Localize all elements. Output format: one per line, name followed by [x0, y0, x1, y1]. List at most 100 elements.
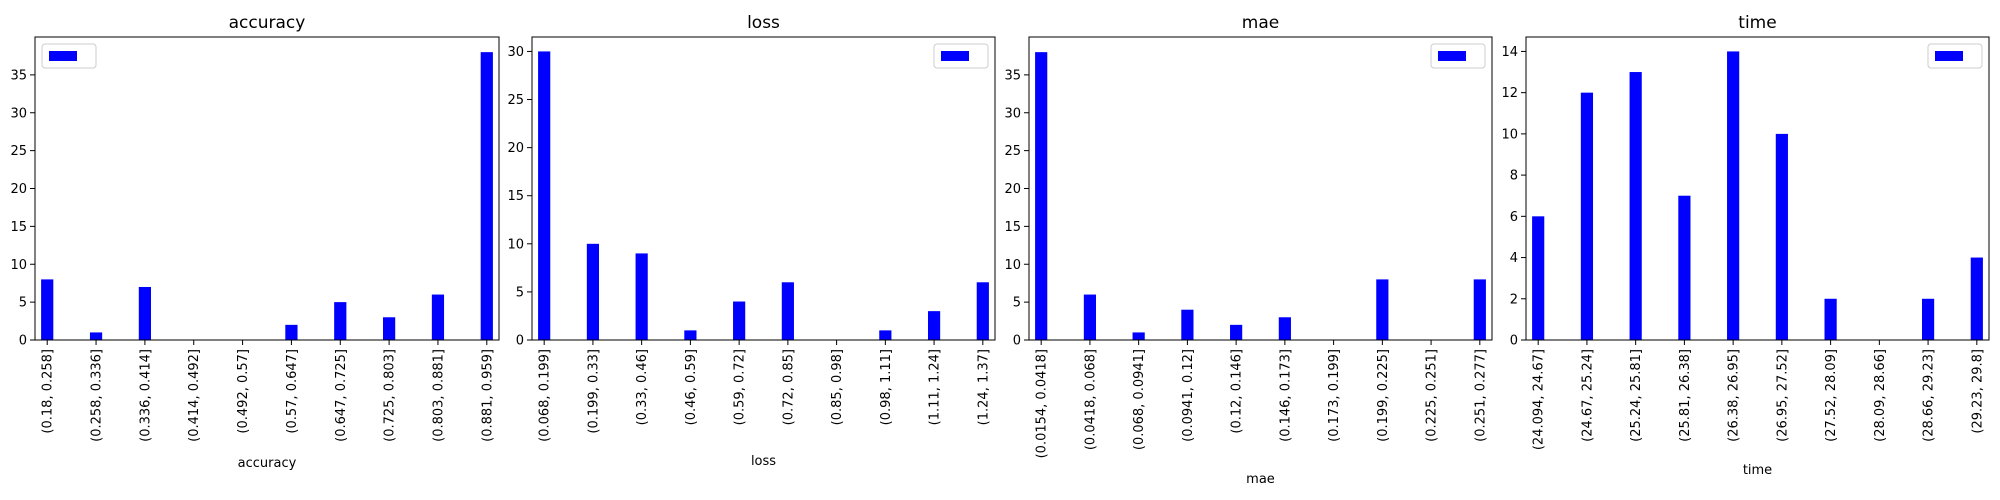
y-tick-label: 10: [1501, 127, 1518, 142]
x-tick-label: (26.38, 26.95]: [1727, 349, 1742, 442]
x-tick-label: (24.094, 24.67]: [1532, 349, 1547, 450]
panel-loss: loss 0 5 10 15 20 25 30 (0.068, 0.199] (0.199, 0.…: [507, 13, 996, 469]
y-tick-label: 15: [10, 220, 27, 235]
x-axis-label: accuracy: [238, 456, 297, 471]
x-tick-label: (24.67, 25.24]: [1580, 349, 1595, 442]
bar: [89, 332, 103, 340]
bar: [1629, 72, 1642, 340]
x-tick-label: (26.95, 27.52]: [1775, 349, 1790, 442]
panel-title: time: [1738, 13, 1776, 33]
bar: [1473, 279, 1486, 340]
bar: [480, 52, 493, 341]
panel-mae: mae 0 5 10 15 20 25 30 35 (0.0154, 0.0418] (0.0418…: [1004, 13, 1493, 487]
bar: [1083, 294, 1097, 340]
bar: [1181, 309, 1194, 340]
x-tick-label: (0.57, 0.647]: [285, 349, 300, 434]
x-tick-label: (27.52, 28.09]: [1824, 349, 1839, 442]
y-tick-label: 35: [1004, 68, 1021, 83]
x-axis-label: mae: [1246, 472, 1275, 487]
y-tick-label: 4: [1510, 251, 1518, 266]
bar: [41, 279, 54, 340]
y-tick-label: 2: [1510, 292, 1518, 307]
y-tick-label: 25: [507, 93, 524, 108]
legend-swatch: [49, 51, 77, 61]
bar: [138, 286, 151, 340]
x-tick-label: (0.492, 0.57]: [236, 349, 251, 434]
panel-title: mae: [1242, 13, 1279, 33]
x-tick-label: (0.803, 0.881]: [431, 349, 446, 442]
bar: [1580, 92, 1594, 340]
x-tick-label: (28.66, 29.23]: [1922, 349, 1937, 442]
x-tick-label: (1.24, 1.37]: [976, 349, 991, 425]
x-tick-label: (0.0941, 0.12]: [1181, 349, 1196, 442]
bar: [1132, 332, 1145, 340]
x-tick-label: (29.23, 29.8]: [1970, 349, 1985, 434]
x-tick-label: (0.146, 0.173]: [1278, 349, 1293, 442]
x-tick-label: (28.09, 28.66]: [1873, 349, 1888, 442]
plot-frame: [531, 36, 996, 341]
y-tick-label: 12: [1501, 86, 1518, 101]
bar: [1678, 195, 1691, 340]
bar: [383, 317, 396, 340]
plot-frame: [1028, 36, 1493, 341]
bar: [1376, 279, 1389, 340]
panel-title: loss: [747, 13, 780, 33]
bar: [1532, 216, 1545, 340]
bar: [431, 294, 445, 340]
y-tick-label: 20: [10, 182, 27, 197]
x-tick-label: (0.251, 0.277]: [1473, 349, 1488, 442]
x-tick-label: (0.33, 0.46]: [635, 349, 650, 425]
x-tick-label: (0.258, 0.336]: [90, 349, 105, 442]
y-tick-label: 8: [1510, 169, 1518, 184]
x-tick-label: (0.725, 0.803]: [383, 349, 398, 442]
y-tick-label: 25: [10, 144, 27, 159]
x-tick-label: (0.414, 0.492]: [187, 349, 202, 442]
x-tick-label: (0.46, 0.59]: [684, 349, 699, 425]
panel-title: accuracy: [229, 13, 306, 33]
bar: [334, 302, 347, 340]
bar: [635, 253, 648, 340]
legend-swatch: [941, 51, 969, 61]
legend-swatch: [1935, 51, 1963, 61]
x-axis-label: loss: [751, 454, 776, 469]
x-tick-label: (0.068, 0.0941]: [1132, 349, 1147, 450]
y-tick-label: 10: [507, 237, 524, 252]
y-tick-label: 15: [507, 189, 524, 204]
bar: [285, 324, 298, 340]
bar: [733, 301, 746, 340]
y-tick-label: 20: [1004, 182, 1021, 197]
y-tick-label: 0: [1510, 334, 1518, 349]
bar: [976, 282, 989, 340]
y-tick-label: 6: [1510, 210, 1518, 225]
x-tick-label: (0.199, 0.33]: [586, 349, 601, 434]
x-tick-label: (25.24, 25.81]: [1629, 349, 1644, 442]
x-tick-label: (25.81, 26.38]: [1678, 349, 1693, 442]
x-tick-label: (0.647, 0.725]: [334, 349, 349, 442]
x-tick-label: (0.59, 0.72]: [733, 349, 748, 425]
x-tick-label: (0.199, 0.225]: [1376, 349, 1391, 442]
x-tick-label: (1.11, 1.24]: [928, 349, 943, 425]
y-tick-label: 15: [1004, 220, 1021, 235]
plot-frame: [1525, 36, 1990, 341]
bar: [1035, 52, 1048, 341]
x-tick-label: (0.336, 0.414]: [138, 349, 153, 442]
y-tick-label: 20: [507, 141, 524, 156]
panel-accuracy: accuracy 0 5 10 15 20 25 30 35 (0.18, 0.258] (0.25…: [10, 13, 500, 471]
bar: [1727, 51, 1740, 341]
y-tick-label: 0: [516, 334, 524, 349]
x-tick-label: (0.72, 0.85]: [781, 349, 796, 425]
panel-time: time 0 2 4 6 8 10 12 14 (24.094, 24.67] (24.67, 25…: [1501, 13, 1990, 478]
x-tick-label: (0.225, 0.251]: [1425, 349, 1440, 442]
y-tick-label: 5: [19, 296, 27, 311]
legend-swatch: [1438, 51, 1466, 61]
y-tick-label: 0: [19, 334, 27, 349]
bar: [1230, 324, 1243, 340]
bar: [1278, 317, 1291, 340]
x-tick-label: (0.18, 0.258]: [41, 349, 56, 434]
y-tick-label: 14: [1501, 45, 1518, 60]
y-tick-label: 0: [1013, 334, 1021, 349]
x-tick-label: (0.98, 1.11]: [879, 349, 894, 425]
x-tick-label: (0.0418, 0.068]: [1083, 349, 1098, 450]
x-tick-label: (0.881, 0.959]: [480, 349, 495, 442]
